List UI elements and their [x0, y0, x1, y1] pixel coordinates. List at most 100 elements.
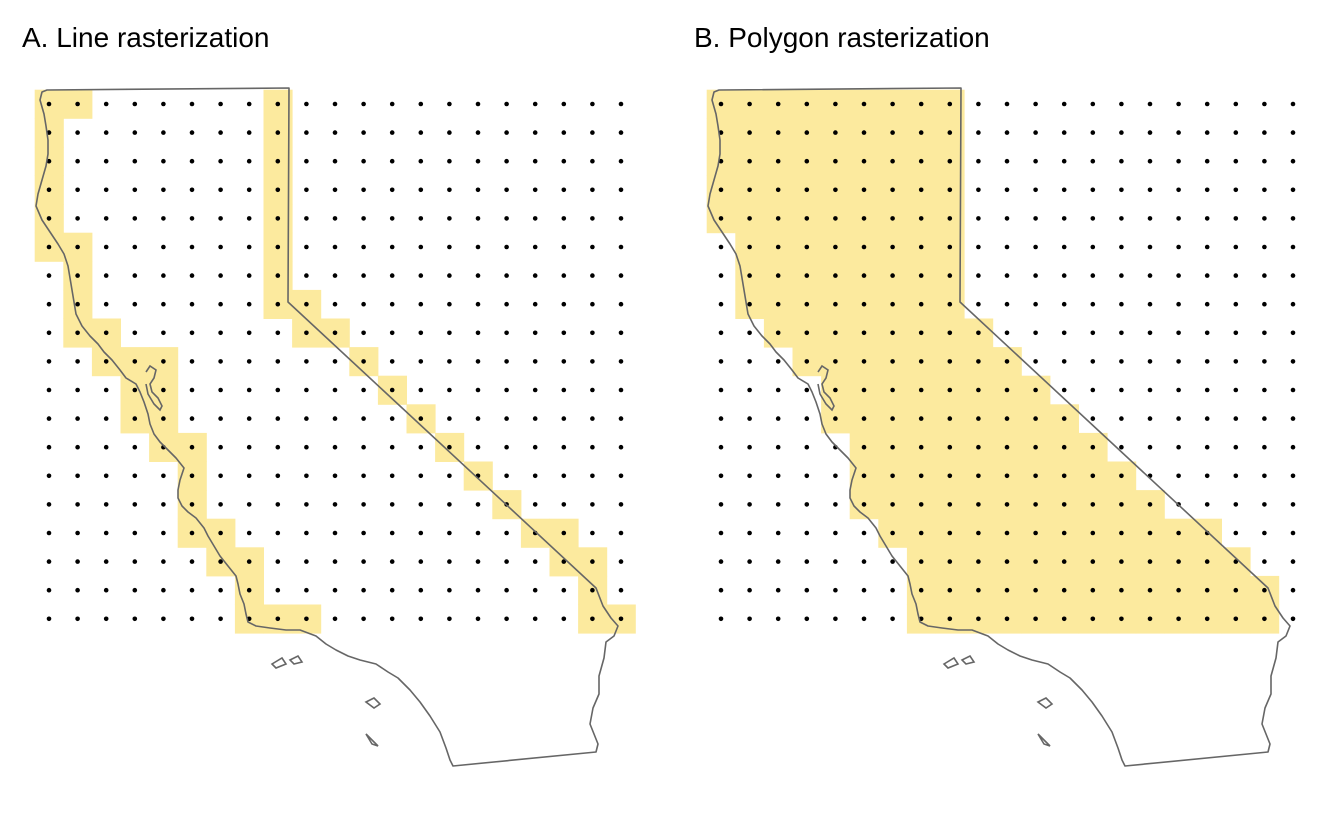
grid-dot [103, 273, 109, 278]
grid-dot [103, 387, 109, 393]
grid-dot [361, 187, 366, 193]
grid-dot [132, 416, 138, 421]
grid-dot [775, 301, 781, 307]
grid-dot [1004, 101, 1010, 107]
grid-dot [947, 101, 953, 107]
grid-dot [1061, 101, 1067, 107]
grid-dot [976, 101, 981, 107]
grid-dot [890, 616, 895, 622]
grid-dot [947, 587, 953, 593]
grid-dot [103, 301, 109, 307]
grid-dot [1147, 530, 1153, 536]
grid-dot [618, 473, 624, 479]
grid-dot [246, 559, 252, 564]
grid-dot [161, 216, 166, 221]
grid-dot [389, 130, 395, 135]
grid-dot [1004, 444, 1010, 450]
grid-dot [1262, 530, 1267, 536]
grid-dot [46, 301, 52, 307]
grid-dot [275, 359, 281, 364]
grid-dot [918, 502, 924, 507]
grid-dot [1262, 416, 1267, 421]
grid-dot [46, 101, 52, 107]
grid-dot [1204, 387, 1210, 393]
state-outline [707, 87, 1291, 767]
grid-dot [1061, 158, 1067, 164]
grid-dot [418, 301, 424, 307]
grid-dot [504, 130, 509, 135]
grid-dot [332, 130, 338, 135]
grid-dot [332, 187, 338, 193]
grid-dot [947, 473, 953, 479]
grid-dot [1204, 101, 1210, 107]
grid-dot [1061, 473, 1067, 479]
grid-dot [161, 187, 166, 193]
grid-dot [504, 416, 509, 421]
grid-dot [1033, 473, 1038, 479]
grid-dot [103, 130, 109, 135]
grid-dot [718, 330, 724, 336]
grid-dot [532, 101, 538, 107]
grid-dot [389, 101, 395, 107]
grid-dot [1233, 530, 1239, 536]
grid-dot [947, 559, 953, 564]
grid-dot [1090, 187, 1096, 193]
grid-dot [804, 616, 810, 622]
grid-dot [1290, 273, 1296, 278]
grid-dot [590, 158, 595, 164]
grid-dot [332, 330, 338, 336]
grid-dot [1147, 616, 1153, 622]
grid-dot [132, 301, 138, 307]
grid-dot [1090, 444, 1096, 450]
grid-dot [747, 330, 752, 336]
grid-dot [1147, 502, 1153, 507]
grid-dot [1033, 502, 1038, 507]
grid-dot [976, 502, 981, 507]
grid-dot [775, 587, 781, 593]
grid-dot [189, 530, 195, 536]
grid-dot [1233, 387, 1239, 393]
grid-dot [1119, 359, 1124, 364]
grid-dot [418, 473, 424, 479]
grid-dot [775, 530, 781, 536]
grid-dot [1233, 101, 1239, 107]
grid-dot [561, 130, 567, 135]
grid-dot [618, 301, 624, 307]
grid-dot [246, 216, 252, 221]
grid-dot [1033, 301, 1038, 307]
grid-dot [218, 530, 223, 536]
bay-outline [145, 364, 163, 412]
grid-dot [103, 530, 109, 536]
grid-dot [1090, 387, 1096, 393]
grid-dot [1147, 559, 1153, 564]
grid-dot [747, 216, 752, 221]
raster-canvas [706, 87, 1296, 767]
grid-dot [275, 187, 281, 193]
grid-dot [775, 616, 781, 622]
grid-dot [947, 244, 953, 250]
grid-dot [618, 101, 624, 107]
grid-dot [775, 330, 781, 336]
grid-dot [418, 387, 424, 393]
grid-dot [1233, 473, 1239, 479]
grid-dot [747, 244, 752, 250]
grid-dot [718, 416, 724, 421]
grid-dot [947, 387, 953, 393]
grid-dot [1147, 301, 1153, 307]
grid-dot [947, 158, 953, 164]
grid-dot [389, 216, 395, 221]
grid-dot [861, 273, 867, 278]
grid-dot [718, 101, 724, 107]
grid-dot [833, 130, 838, 135]
grid-dot [275, 244, 281, 250]
grid-dot [218, 301, 223, 307]
grid-dot [161, 559, 166, 564]
grid-dot [833, 244, 838, 250]
grid-dot [161, 101, 166, 107]
grid-dot [747, 273, 752, 278]
grid-dot [275, 301, 281, 307]
grid-dot [1119, 244, 1124, 250]
grid-dot [332, 444, 338, 450]
grid-dot [189, 587, 195, 593]
grid-dot [561, 101, 567, 107]
